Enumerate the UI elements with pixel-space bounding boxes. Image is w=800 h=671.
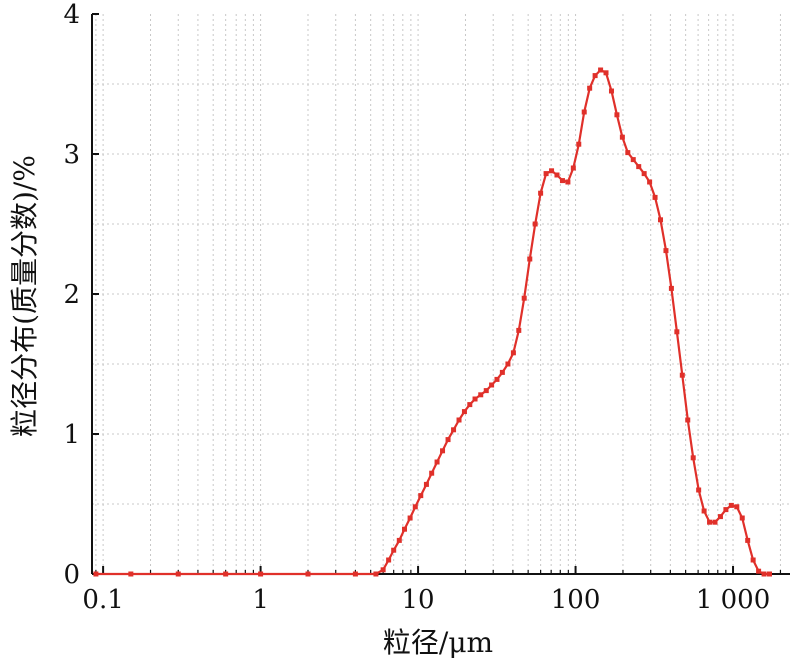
data-point-marker bbox=[701, 508, 707, 514]
data-point-marker bbox=[728, 502, 734, 508]
data-point-marker bbox=[603, 70, 609, 76]
x-tick-label: 1 000 bbox=[696, 585, 770, 615]
y-tick-label: 2 bbox=[63, 280, 80, 310]
data-point-marker bbox=[128, 571, 134, 577]
axes: 0 1 2 3 4 0.1 1 10 100 1 000 bbox=[63, 0, 790, 615]
data-point-marker bbox=[641, 171, 647, 177]
series-layer bbox=[93, 67, 772, 577]
x-tick-label: 0.1 bbox=[82, 585, 123, 615]
data-point-marker bbox=[505, 361, 511, 367]
data-point-marker bbox=[679, 372, 685, 378]
data-point-marker bbox=[93, 571, 99, 577]
data-point-marker bbox=[587, 85, 593, 91]
data-point-marker bbox=[478, 392, 484, 398]
data-point-marker bbox=[429, 470, 435, 476]
data-point-marker bbox=[472, 396, 478, 402]
data-point-marker bbox=[652, 194, 658, 200]
y-tick-label: 0 bbox=[63, 560, 80, 590]
data-point-marker bbox=[386, 557, 392, 563]
data-point-marker bbox=[402, 526, 408, 532]
data-point-marker bbox=[396, 537, 402, 543]
data-point-marker bbox=[712, 519, 718, 525]
data-point-marker bbox=[739, 515, 745, 521]
data-point-marker bbox=[658, 217, 664, 223]
y-tick-label: 3 bbox=[63, 140, 80, 170]
data-point-marker bbox=[570, 165, 576, 171]
data-point-marker bbox=[352, 571, 358, 577]
data-point-marker bbox=[663, 248, 669, 254]
x-axis-title: 粒径/μm bbox=[383, 626, 493, 659]
data-point-marker bbox=[467, 402, 473, 408]
data-point-marker bbox=[565, 179, 571, 185]
data-point-marker bbox=[554, 172, 560, 178]
x-tick-label: 1 bbox=[252, 585, 269, 615]
data-point-marker bbox=[434, 459, 440, 465]
data-point-marker bbox=[380, 567, 386, 573]
data-point-marker bbox=[576, 141, 582, 147]
data-point-marker bbox=[761, 571, 767, 577]
data-point-marker bbox=[510, 350, 516, 356]
data-point-marker bbox=[412, 504, 418, 510]
data-point-marker bbox=[549, 168, 555, 174]
data-point-marker bbox=[456, 417, 462, 423]
data-point-marker bbox=[614, 112, 620, 118]
data-point-marker bbox=[745, 537, 751, 543]
data-point-marker bbox=[717, 514, 723, 520]
data-point-marker bbox=[636, 164, 642, 170]
data-point-marker bbox=[391, 547, 397, 553]
y-axis-title: 粒径分布(质量分数)/% bbox=[8, 155, 41, 437]
data-point-marker bbox=[499, 369, 505, 375]
data-point-marker bbox=[489, 382, 495, 388]
labels: 粒径/μm 粒径分布(质量分数)/% bbox=[8, 155, 493, 659]
data-point-marker bbox=[258, 571, 264, 577]
data-point-marker bbox=[538, 190, 544, 196]
data-point-marker bbox=[707, 519, 713, 525]
data-point-marker bbox=[418, 493, 424, 499]
data-point-marker bbox=[598, 67, 604, 73]
data-point-marker bbox=[543, 171, 549, 177]
data-point-marker bbox=[175, 571, 181, 577]
data-point-marker bbox=[407, 515, 413, 521]
data-point-marker bbox=[647, 179, 653, 185]
data-point-marker bbox=[608, 88, 614, 94]
data-point-marker bbox=[440, 448, 446, 454]
data-point-marker bbox=[734, 504, 740, 510]
data-point-marker bbox=[750, 557, 756, 563]
data-point-marker bbox=[305, 571, 311, 577]
data-point-marker bbox=[527, 256, 533, 262]
data-point-marker bbox=[756, 568, 762, 574]
data-point-marker bbox=[592, 73, 598, 79]
data-point-marker bbox=[625, 150, 631, 156]
data-point-marker bbox=[423, 481, 429, 487]
y-tick-label: 1 bbox=[63, 420, 80, 450]
data-point-marker bbox=[581, 109, 587, 115]
data-point-marker bbox=[668, 285, 674, 291]
data-point-marker bbox=[494, 376, 500, 382]
data-point-marker bbox=[521, 295, 527, 301]
data-point-marker bbox=[690, 455, 696, 461]
x-tick-label: 10 bbox=[402, 585, 435, 615]
data-point-marker bbox=[674, 329, 680, 335]
data-point-marker bbox=[451, 427, 457, 433]
data-point-marker bbox=[532, 221, 538, 227]
data-point-marker bbox=[516, 327, 522, 333]
x-tick-label: 100 bbox=[551, 585, 601, 615]
data-point-marker bbox=[696, 487, 702, 493]
data-point-marker bbox=[445, 437, 451, 443]
data-point-marker bbox=[559, 178, 565, 184]
data-point-marker bbox=[461, 409, 467, 415]
data-point-marker bbox=[723, 507, 729, 513]
grid-lines bbox=[92, 14, 790, 574]
y-tick-label: 4 bbox=[63, 0, 80, 30]
data-point-marker bbox=[766, 571, 772, 577]
data-point-marker bbox=[685, 417, 691, 423]
data-point-marker bbox=[630, 157, 636, 163]
data-point-marker bbox=[373, 571, 379, 577]
data-point-marker bbox=[483, 388, 489, 394]
data-point-marker bbox=[223, 571, 229, 577]
data-point-marker bbox=[619, 134, 625, 140]
